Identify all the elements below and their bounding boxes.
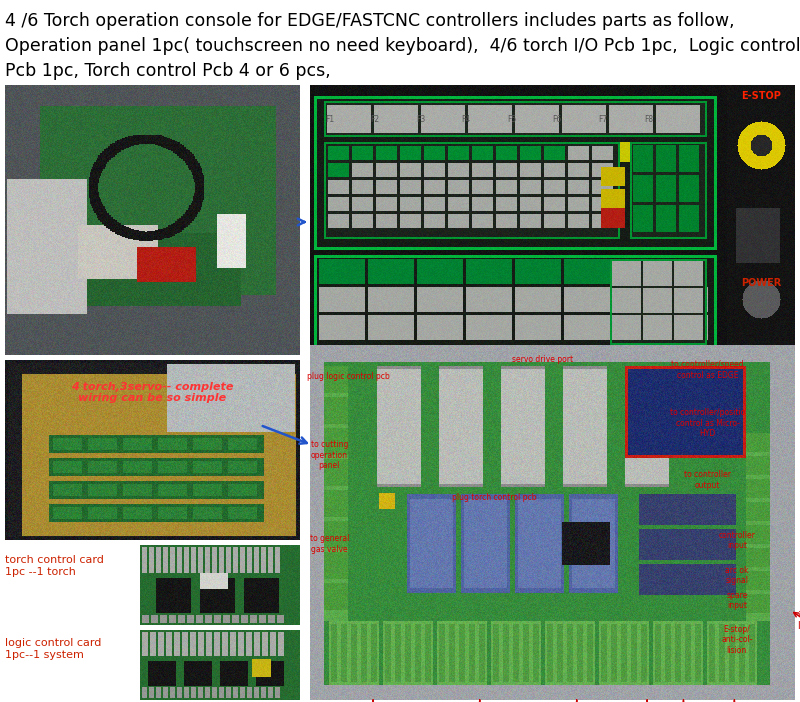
Text: servo drive port: servo drive port <box>512 355 574 364</box>
Text: logic control card
1pc--1 system: logic control card 1pc--1 system <box>5 638 102 660</box>
Text: to controller/speed
control as EDGE: to controller/speed control as EDGE <box>671 360 744 380</box>
Text: F8: F8 <box>644 115 653 124</box>
Text: plug logic control pcb: plug logic control pcb <box>307 373 390 381</box>
Text: arc ok
signal: arc ok signal <box>725 566 749 585</box>
Text: torch control card
1pc --1 torch: torch control card 1pc --1 torch <box>5 555 104 576</box>
Text: F3: F3 <box>416 115 426 124</box>
Text: controller
input: controller input <box>718 531 755 550</box>
Text: plug torch control pcb: plug torch control pcb <box>452 493 537 502</box>
Text: to cutting
operation
panel: to cutting operation panel <box>310 440 348 470</box>
Text: F7: F7 <box>598 115 607 124</box>
Text: Operation panel 1pc( touchscreen no need keyboard),  4/6 torch I/O Pcb 1pc,  Log: Operation panel 1pc( touchscreen no need… <box>5 37 800 55</box>
Text: F5: F5 <box>507 115 516 124</box>
Text: E-STOP: E-STOP <box>741 91 781 101</box>
Text: POWER: POWER <box>741 278 781 288</box>
Text: to controller
output: to controller output <box>684 470 731 489</box>
Text: spare
input: spare input <box>726 591 747 610</box>
Text: E-stop/
anti-col-
lision: E-stop/ anti-col- lision <box>721 625 753 654</box>
Text: anti-col-
lision: anti-col- lision <box>797 609 800 631</box>
Text: Pcb 1pc, Torch control Pcb 4 or 6 pcs,: Pcb 1pc, Torch control Pcb 4 or 6 pcs, <box>5 62 330 80</box>
Text: F1: F1 <box>325 115 334 124</box>
Text: 4 /6 Torch operation console for EDGE/FASTCNC controllers includes parts as foll: 4 /6 Torch operation console for EDGE/FA… <box>5 12 734 30</box>
Text: F4: F4 <box>462 115 470 124</box>
Text: F2: F2 <box>370 115 379 124</box>
Text: F6: F6 <box>553 115 562 124</box>
Text: to general
gas valve: to general gas valve <box>310 534 349 553</box>
Text: 4 torch,3servo-- complete
wiring can be so simple: 4 torch,3servo-- complete wiring can be … <box>71 382 234 403</box>
Text: to controller/positio
control as Micro-
HYD: to controller/positio control as Micro- … <box>670 408 746 438</box>
